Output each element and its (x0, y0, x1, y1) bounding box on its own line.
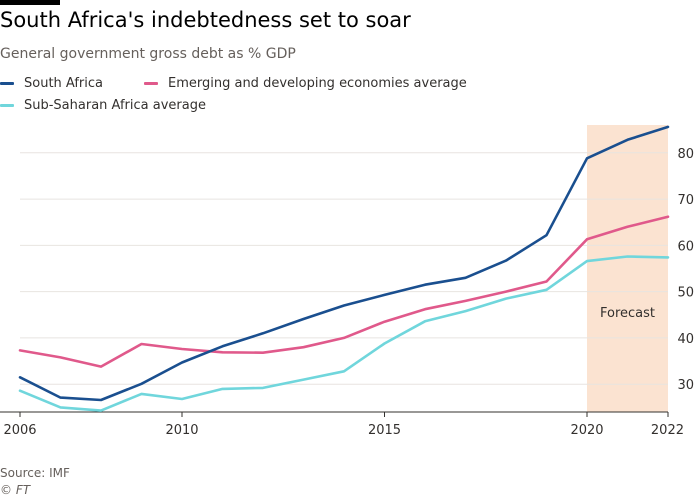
legend-label-emerging: Emerging and developing economies averag… (168, 76, 467, 91)
y-tick-label: 40 (677, 332, 694, 347)
y-tick-label: 50 (677, 286, 694, 301)
legend-item-sub-saharan: Sub-Saharan Africa average (0, 98, 206, 113)
legend-item-south-africa: South Africa (0, 76, 103, 91)
y-tick-label: 70 (677, 193, 694, 208)
series-line-south-africa (18, 125, 670, 402)
chart-subtitle: General government gross debt as % GDP (0, 46, 296, 62)
legend-label-sub-saharan: Sub-Saharan Africa average (24, 98, 206, 113)
legend-swatch-sub-saharan (0, 104, 14, 107)
x-tick-label: 2020 (570, 423, 603, 438)
y-tick-label: 80 (677, 147, 694, 162)
x-tick-label: 2010 (165, 423, 198, 438)
series-line-emerging (18, 215, 670, 368)
x-tick-label: 2022 (651, 423, 684, 438)
source-note: Source: IMF (0, 466, 70, 480)
ft-brand-bar (0, 0, 60, 5)
x-tick-label: 2006 (3, 423, 36, 438)
forecast-label: Forecast (600, 306, 655, 321)
line-chart: 30 40 50 60 70 80 2006 2010 2015 2020 2022 Forecast (0, 125, 694, 438)
legend-label-south-africa: South Africa (24, 76, 103, 91)
x-tick-label: 2015 (368, 423, 401, 438)
y-tick-label: 30 (677, 378, 694, 393)
chart-title: South Africa's indebtedness set to soar (0, 8, 411, 32)
chart-legend: South Africa Emerging and developing eco… (0, 76, 690, 122)
legend-item-emerging: Emerging and developing economies averag… (144, 76, 467, 91)
legend-swatch-south-africa (0, 82, 14, 85)
legend-swatch-emerging (144, 82, 158, 85)
y-tick-label: 60 (677, 239, 694, 254)
series-line-sub-saharan (18, 255, 670, 412)
forecast-band (587, 125, 668, 412)
copyright-note: © FT (0, 483, 31, 497)
